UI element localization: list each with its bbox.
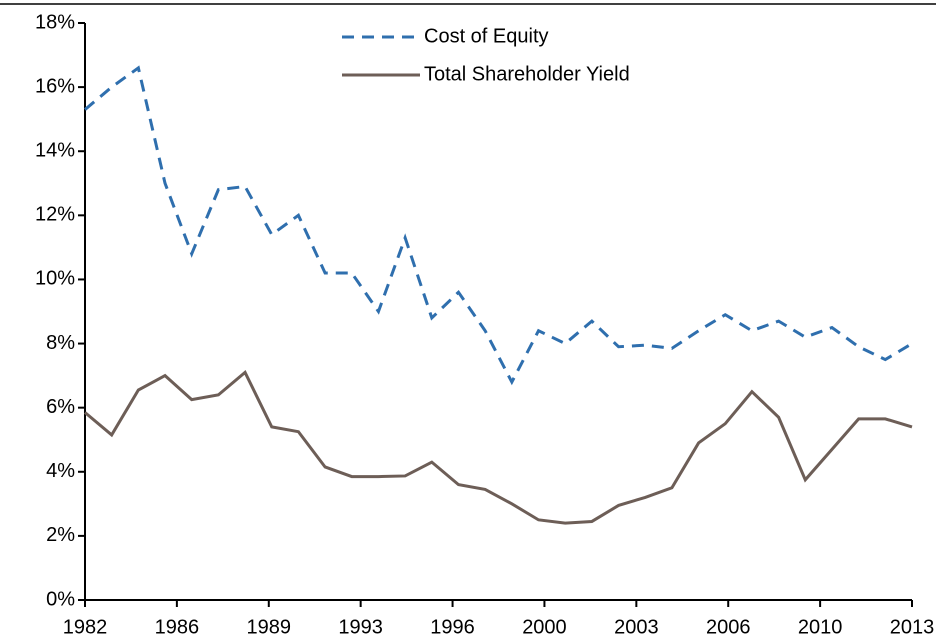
x-tick-label: 2013	[890, 616, 935, 638]
y-tick-label: 6%	[46, 396, 75, 418]
x-tick-label: 1982	[63, 616, 108, 638]
y-tick-label: 8%	[46, 332, 75, 354]
legend-label: Total Shareholder Yield	[424, 63, 630, 85]
y-tick-label: 16%	[35, 75, 75, 97]
y-tick-label: 0%	[46, 588, 75, 610]
legend-label: Cost of Equity	[424, 25, 549, 47]
series-line	[84, 370, 913, 525]
x-tick-label: 2010	[798, 616, 843, 638]
y-tick-label: 14%	[35, 140, 75, 162]
x-tick-label: 1989	[247, 616, 292, 638]
x-tick-label: 1986	[155, 616, 200, 638]
x-tick-label: 1996	[430, 616, 475, 638]
y-tick-label: 4%	[46, 460, 75, 482]
y-tick-label: 2%	[46, 524, 75, 546]
x-tick-label: 2000	[522, 616, 567, 638]
y-tick-label: 18%	[35, 11, 75, 33]
series-line	[84, 65, 913, 386]
x-tick-label: 2006	[706, 616, 751, 638]
x-tick-label: 2003	[614, 616, 659, 638]
y-tick-label: 12%	[35, 204, 75, 226]
y-tick-label: 10%	[35, 268, 75, 290]
x-tick-label: 1993	[338, 616, 383, 638]
